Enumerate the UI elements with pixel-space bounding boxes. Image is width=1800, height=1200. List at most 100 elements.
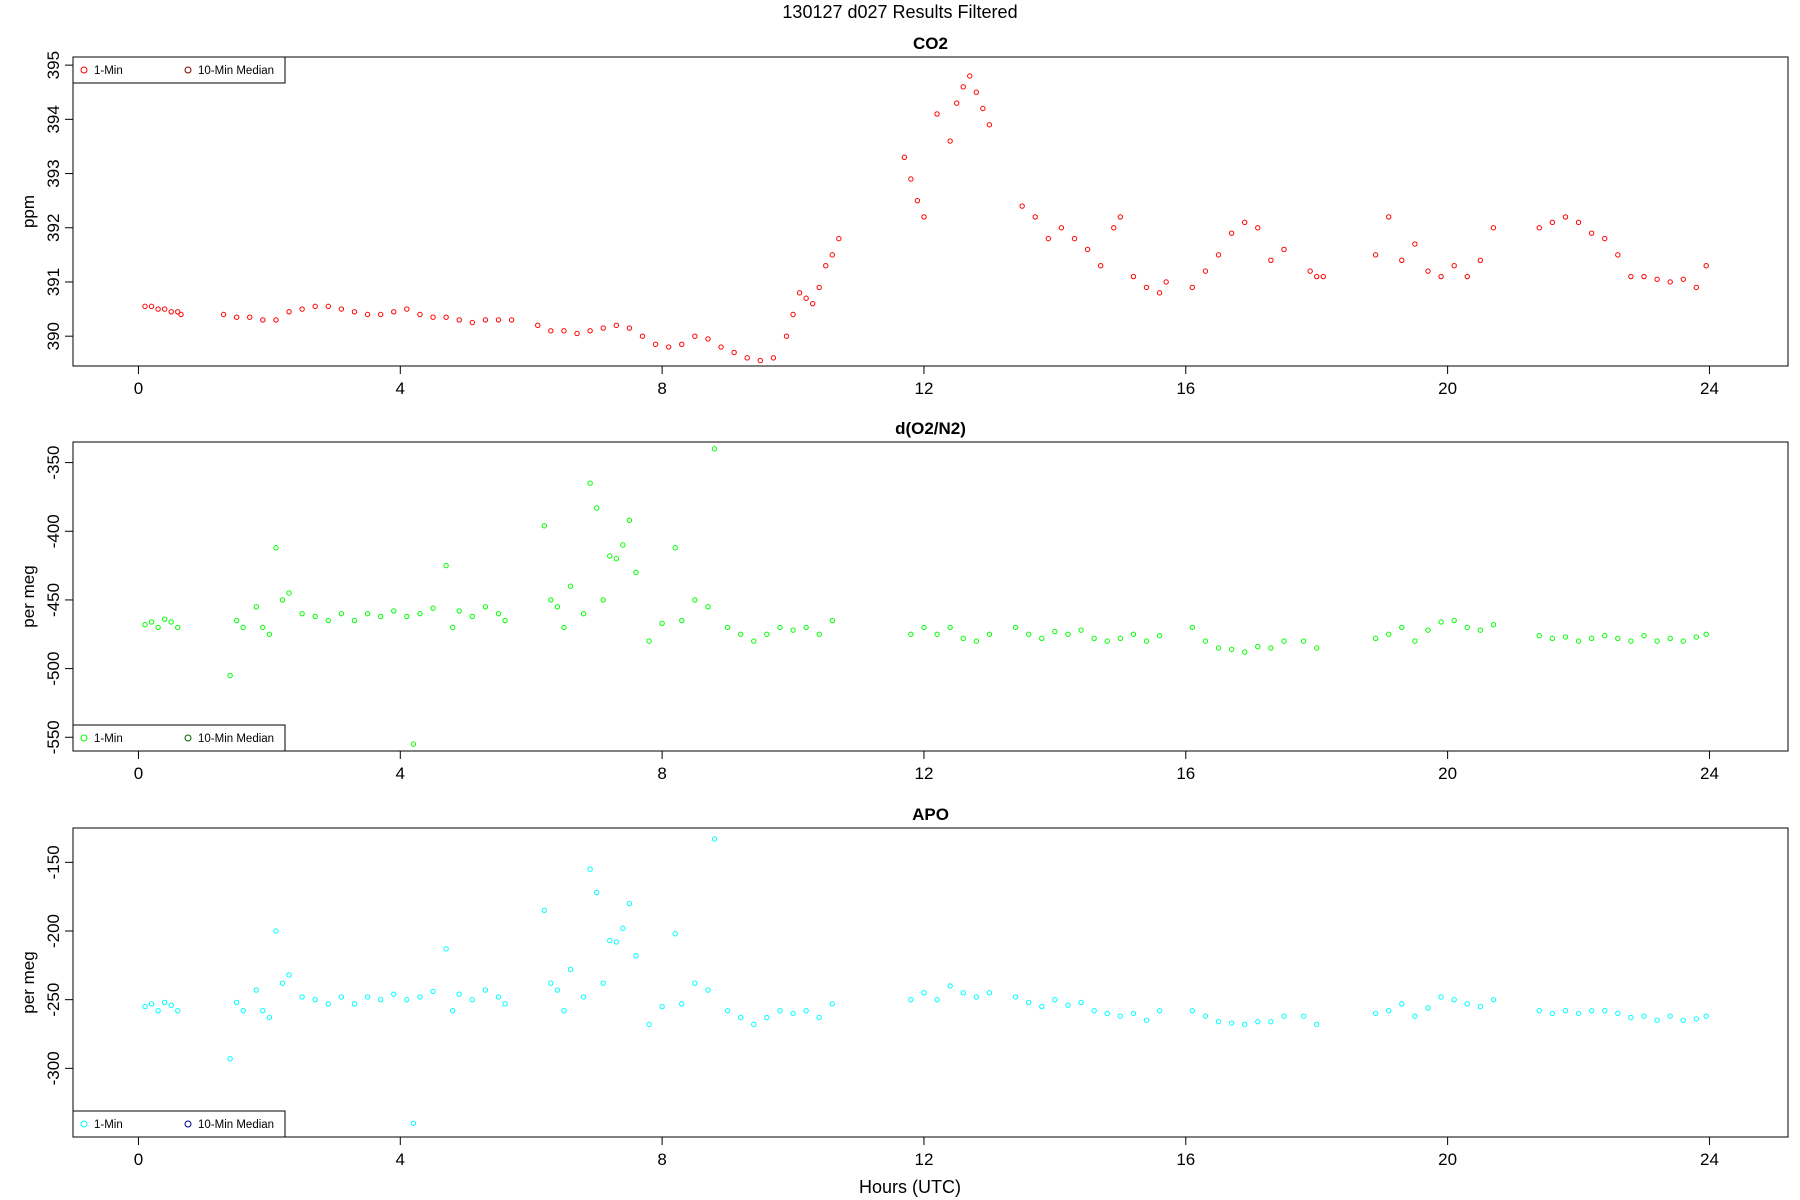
data-point bbox=[312, 996, 318, 1003]
data-point bbox=[1654, 276, 1660, 282]
data-point bbox=[796, 290, 803, 296]
data-point bbox=[1562, 214, 1569, 220]
data-point bbox=[901, 154, 908, 160]
data-point bbox=[1641, 273, 1647, 280]
data-point bbox=[1202, 268, 1209, 274]
legend-label: 10-Min Median bbox=[198, 1119, 274, 1131]
data-point bbox=[672, 931, 678, 937]
data-point bbox=[607, 937, 613, 944]
data-point bbox=[1058, 225, 1065, 231]
data-point bbox=[220, 311, 227, 318]
data-point bbox=[600, 597, 606, 603]
data-point bbox=[1097, 263, 1104, 269]
legend-marker bbox=[184, 734, 192, 742]
data-point bbox=[1241, 1021, 1248, 1028]
data-point bbox=[1667, 635, 1673, 642]
data-point bbox=[377, 613, 384, 620]
legend-marker bbox=[184, 66, 192, 74]
data-point bbox=[829, 617, 836, 624]
data-point bbox=[391, 991, 397, 997]
legend-marker bbox=[80, 66, 88, 74]
legend-marker bbox=[80, 734, 88, 742]
data-point bbox=[1071, 235, 1078, 242]
data-point bbox=[417, 610, 423, 617]
data-point bbox=[1536, 632, 1542, 639]
data-point bbox=[502, 617, 508, 624]
y-tick-label: 391 bbox=[44, 268, 63, 296]
data-point bbox=[1641, 1013, 1647, 1019]
data-point bbox=[338, 610, 345, 617]
data-point bbox=[620, 925, 626, 931]
data-point bbox=[705, 604, 711, 610]
data-point bbox=[554, 987, 561, 993]
data-point bbox=[273, 928, 279, 934]
data-point bbox=[1255, 643, 1261, 650]
data-point bbox=[548, 980, 554, 986]
data-point bbox=[764, 1014, 770, 1021]
data-point bbox=[1562, 634, 1569, 640]
data-point bbox=[1189, 1007, 1196, 1014]
data-point bbox=[770, 355, 777, 361]
data-point bbox=[1228, 646, 1235, 653]
data-point bbox=[580, 610, 587, 617]
data-point bbox=[1156, 290, 1163, 296]
data-point bbox=[364, 610, 371, 617]
x-tick-label: 8 bbox=[657, 764, 666, 783]
data-point bbox=[1228, 230, 1235, 236]
data-point bbox=[659, 1003, 665, 1010]
data-point bbox=[161, 306, 168, 312]
data-point bbox=[299, 610, 305, 617]
data-point bbox=[934, 996, 940, 1003]
data-point bbox=[757, 357, 764, 364]
panel-apo: APO per meg 0 4 8 12 16 20 24 -300 -250 -200 -150 1-M… bbox=[19, 805, 1789, 1169]
data-point bbox=[567, 966, 574, 973]
data-point bbox=[914, 197, 921, 204]
data-point bbox=[175, 624, 181, 631]
data-point bbox=[665, 344, 672, 350]
data-point bbox=[417, 994, 423, 1000]
panel-co2: CO2 ppm 0 4 8 12 16 20 24 390 391 392 393 394 395 1-Min… bbox=[19, 34, 1789, 398]
data-point bbox=[1451, 617, 1457, 624]
data-point bbox=[587, 866, 593, 872]
data-point bbox=[567, 583, 574, 589]
data-point bbox=[737, 631, 744, 637]
data-point bbox=[1464, 624, 1470, 631]
y-tick-label: -200 bbox=[44, 914, 63, 948]
data-point bbox=[325, 1001, 331, 1007]
data-point bbox=[1078, 627, 1084, 633]
data-point bbox=[1117, 635, 1124, 642]
y-axis-label: per meg bbox=[19, 951, 38, 1013]
data-point bbox=[377, 996, 384, 1003]
data-point bbox=[404, 306, 410, 312]
data-point bbox=[1680, 276, 1686, 282]
data-point bbox=[1372, 252, 1379, 258]
data-point bbox=[816, 284, 822, 291]
data-point bbox=[1039, 635, 1045, 642]
data-point bbox=[548, 328, 554, 334]
data-point bbox=[266, 1014, 273, 1021]
data-point bbox=[1386, 1007, 1392, 1014]
data-point bbox=[659, 620, 665, 626]
data-point bbox=[1320, 273, 1326, 280]
data-point bbox=[253, 987, 259, 993]
x-tick-label: 8 bbox=[657, 1150, 666, 1169]
plot-frame bbox=[72, 441, 1789, 752]
y-tick-label: 390 bbox=[44, 322, 63, 350]
y-tick-label: -250 bbox=[44, 983, 63, 1017]
data-point bbox=[482, 317, 489, 323]
data-point bbox=[1654, 1017, 1660, 1023]
data-point bbox=[1255, 1018, 1261, 1025]
data-point bbox=[502, 1001, 508, 1007]
data-point bbox=[803, 1007, 809, 1014]
data-point bbox=[679, 1001, 685, 1007]
data-point bbox=[495, 994, 502, 1000]
data-point bbox=[1703, 263, 1709, 269]
data-point bbox=[548, 597, 554, 603]
data-point bbox=[430, 988, 436, 995]
data-point bbox=[823, 263, 829, 269]
data-point bbox=[1189, 624, 1196, 631]
data-point bbox=[535, 322, 541, 329]
data-point bbox=[279, 980, 286, 986]
data-point bbox=[1281, 1013, 1287, 1019]
legend-label: 1-Min bbox=[94, 1119, 123, 1131]
